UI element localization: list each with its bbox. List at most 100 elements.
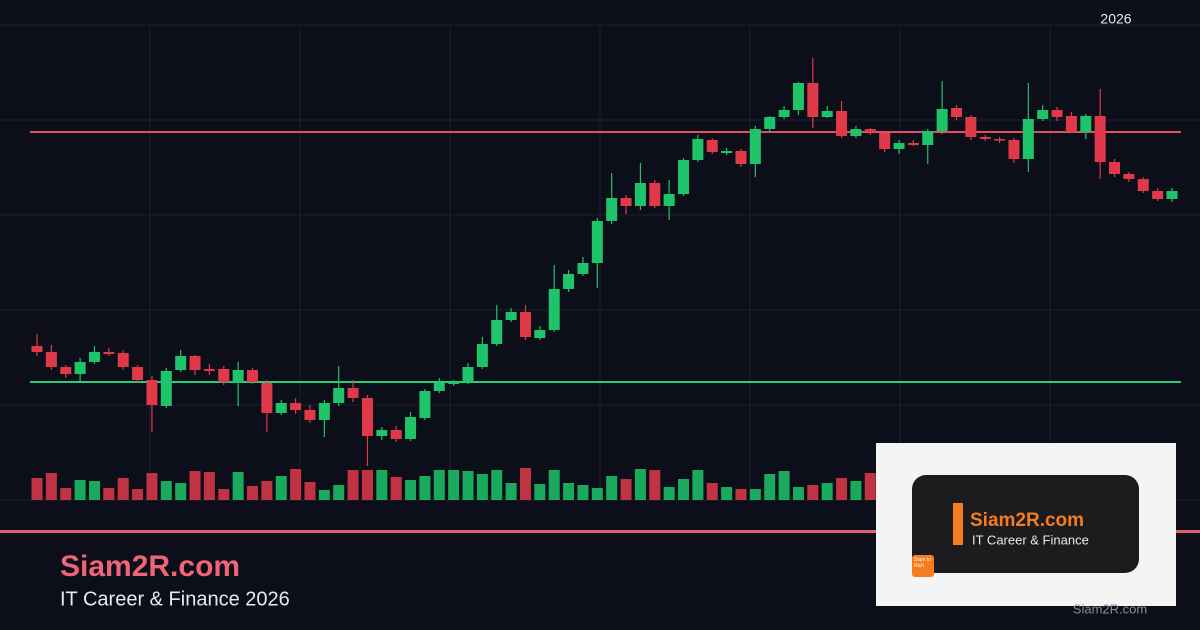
logo-card: Siam2R.com IT Career & Finance Siam to R…: [876, 443, 1176, 606]
volume-bar: [563, 483, 575, 500]
candle-body: [318, 403, 330, 420]
card-title: Siam2R.com: [970, 510, 1084, 531]
candle-body: [505, 312, 517, 320]
card: [912, 475, 1139, 573]
candle-body: [850, 129, 862, 136]
volume-bar: [721, 487, 733, 500]
candle-body: [1152, 191, 1164, 199]
candle-body: [706, 140, 718, 152]
volume-bar: [203, 472, 215, 500]
volume-bar: [247, 486, 259, 500]
candle-body: [692, 139, 704, 160]
candle-body: [261, 383, 273, 413]
candle-body: [548, 289, 560, 330]
candle-body: [189, 356, 201, 370]
candle-body: [936, 109, 948, 131]
volume-bar: [864, 473, 876, 500]
candle-body: [60, 367, 72, 374]
candle-body: [563, 274, 575, 289]
candle-body: [232, 370, 244, 382]
candle-body: [749, 129, 761, 164]
candle-body: [591, 221, 603, 263]
candle-body: [218, 369, 230, 382]
volume-bar: [261, 481, 273, 500]
volume-bar: [606, 476, 618, 500]
candle-body: [1008, 140, 1020, 159]
volume-bar: [749, 489, 761, 500]
candle-body: [807, 83, 819, 117]
candle-body: [203, 369, 215, 371]
volume-bar: [735, 489, 747, 500]
volume-bar: [620, 479, 632, 500]
volume-bar: [31, 478, 43, 500]
candle-body: [893, 143, 905, 149]
candle-body: [1080, 116, 1092, 132]
icon-text-box: Siam to Rich: [914, 557, 931, 569]
candle-body: [950, 108, 962, 117]
volume-bar: [175, 483, 187, 500]
volume-bar: [706, 483, 718, 500]
volume-bar: [333, 485, 345, 500]
candle-body: [922, 131, 934, 145]
candle-body: [45, 352, 57, 367]
volume-bar: [132, 489, 144, 500]
candle-body: [160, 371, 172, 406]
candle-body: [1166, 191, 1178, 199]
title: Siam2R.com: [60, 550, 240, 583]
volume-bar: [462, 471, 474, 500]
candle-body: [577, 263, 589, 274]
volume-bar: [160, 481, 172, 500]
candle-body: [103, 352, 115, 354]
volume-bar: [189, 471, 201, 500]
candle-body: [462, 367, 474, 382]
candle-body: [491, 320, 503, 344]
volume-bar: [290, 469, 302, 500]
candle-body: [405, 417, 417, 439]
candle-body: [376, 430, 388, 436]
candle-body: [275, 403, 287, 413]
candle-body: [649, 183, 661, 206]
candle-body: [1022, 119, 1034, 159]
candle-body: [117, 353, 129, 367]
volume-bar: [419, 476, 431, 500]
subtitle: IT Career & Finance 2026: [60, 588, 290, 610]
volume-bar: [778, 471, 790, 500]
volume-bar: [347, 470, 359, 500]
watermark: Siam2R.com: [1073, 601, 1147, 616]
volume-bar: [663, 487, 675, 500]
candle-body: [735, 151, 747, 164]
volume-bar: [821, 483, 833, 500]
volume-bar: [692, 470, 704, 500]
volume-bar: [448, 470, 460, 500]
volume-bar: [764, 474, 776, 500]
volume-bar: [476, 474, 488, 500]
candle-body: [678, 160, 690, 194]
candle-body: [606, 198, 618, 221]
volume-bar: [649, 470, 661, 500]
volume-bar: [45, 473, 57, 500]
volume-bar: [678, 479, 690, 500]
icon-text: Siam to Rich: [914, 557, 931, 569]
candle-body: [74, 362, 86, 374]
candle-body: [979, 137, 991, 139]
candle-body: [247, 370, 259, 382]
plot: [30, 58, 1181, 500]
candle-body: [31, 346, 43, 352]
candle-body: [764, 117, 776, 129]
volume-bar: [376, 470, 388, 500]
candle-body: [634, 183, 646, 206]
volume-bar: [275, 476, 287, 500]
candle-body: [907, 143, 919, 145]
volume-bar: [792, 487, 804, 500]
volume-bar: [117, 478, 129, 500]
candle-body: [994, 139, 1006, 141]
candle-body: [175, 356, 187, 370]
candle-body: [304, 410, 316, 420]
volume-bar: [807, 485, 819, 500]
candle-body: [433, 383, 445, 391]
volume-bar: [361, 470, 373, 500]
candle-body: [132, 367, 144, 380]
volume-bar: [433, 470, 445, 500]
